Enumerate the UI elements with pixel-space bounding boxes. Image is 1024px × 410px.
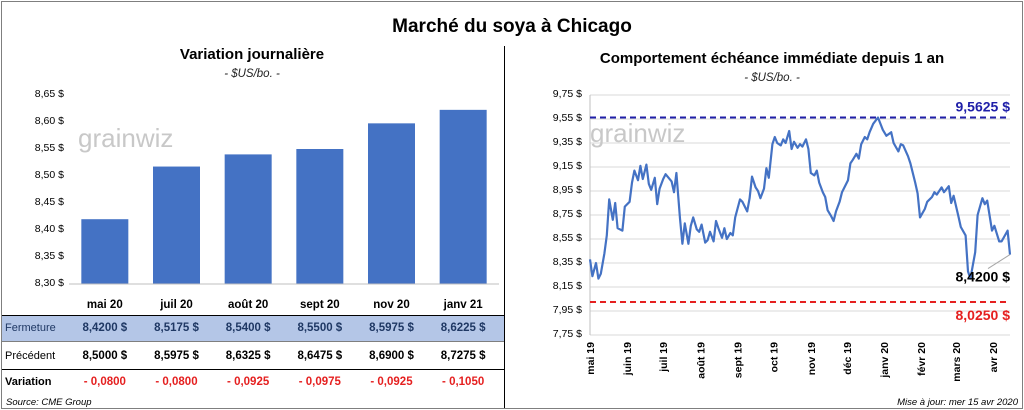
bar-5: [439, 109, 487, 284]
left-bar-chart: grainwiz: [69, 109, 499, 285]
cell-precedent: 8,6900 $: [369, 350, 414, 362]
cell-variation: - 0,1050: [442, 376, 485, 388]
main-title: Marché du soya à Chicago: [392, 16, 632, 37]
cell-precedent: 8,6475 $: [297, 350, 343, 362]
table-separator-top: [2, 315, 504, 316]
cell-precedent: 8,6325 $: [225, 350, 271, 362]
cell-fermeture: 8,6225 $: [440, 322, 486, 334]
right-y-tick-label: 8,55 $: [552, 232, 582, 244]
right-x-tick-label: août 19: [695, 342, 707, 379]
right-x-tick-label: juin 19: [622, 342, 634, 376]
right-y-tick-label: 9,35 $: [552, 136, 582, 148]
right-y-tick-label: 9,55 $: [552, 112, 582, 124]
row-label-fermeture: Fermeture: [5, 322, 56, 334]
category-label: sept 20: [300, 299, 340, 311]
right-y-tick-label: 8,95 $: [552, 184, 582, 196]
left-y-tick-label: 8,60 $: [34, 115, 64, 127]
bar-1: [153, 166, 200, 284]
update-note: Mise à jour: mer 15 avr 2020: [897, 397, 1018, 408]
category-label: mai 20: [86, 299, 123, 311]
row-label-precedent: Précédent: [5, 350, 56, 362]
cell-precedent: 8,5000 $: [82, 350, 128, 362]
right-x-tick-label: févr 20: [916, 342, 928, 376]
panel-divider: [504, 46, 505, 408]
row-label-variation: Variation: [5, 376, 52, 388]
cell-fermeture: 8,5175 $: [154, 322, 199, 334]
right-watermark-logo: grainwiz: [590, 118, 685, 148]
cell-variation: - 0,0925: [227, 376, 270, 388]
right-panel-subtitle: - $US/bo. -: [744, 72, 800, 84]
left-y-tick-label: 8,65 $: [34, 88, 64, 100]
cell-precedent: 8,7275 $: [440, 350, 486, 362]
bar-2: [224, 154, 272, 284]
cell-variation: - 0,0925: [370, 376, 413, 388]
high-value-label: 9,5625 $: [956, 99, 1011, 115]
left-y-tick-label: 8,30 $: [34, 277, 64, 289]
right-x-tick-label: déc 19: [842, 342, 854, 375]
right-y-tick-label: 9,75 $: [552, 88, 582, 100]
bar-4: [368, 123, 415, 284]
left-y-tick-label: 8,45 $: [34, 196, 64, 208]
low-value-label: 8,0250 $: [956, 307, 1011, 323]
cell-variation: - 0,0800: [155, 376, 198, 388]
bar-3: [296, 149, 344, 284]
right-x-tick-label: oct 19: [769, 342, 781, 373]
cell-precedent: 8,5975 $: [154, 350, 199, 362]
right-y-tick-label: 8,35 $: [552, 256, 582, 268]
right-y-tick-label: 8,15 $: [552, 280, 582, 292]
right-x-tick-label: juil 19: [658, 342, 670, 373]
right-x-tick-label: avr 20: [988, 342, 1000, 373]
last-value-leader: [987, 254, 1011, 270]
right-y-tick-label: 8,75 $: [552, 208, 582, 220]
left-watermark-logo: grainwiz: [78, 123, 173, 153]
right-x-tick-label: nov 19: [806, 342, 818, 375]
table-separator-mid: [2, 369, 504, 370]
category-label: juil 20: [160, 299, 193, 311]
cell-variation: - 0,0800: [83, 376, 126, 388]
right-panel-title: Comportement échéance immédiate depuis 1…: [599, 50, 945, 67]
cell-fermeture: 8,5500 $: [297, 322, 343, 334]
cell-fermeture: 8,5975 $: [369, 322, 414, 334]
category-label: janv 21: [443, 299, 483, 311]
cell-variation: - 0,0975: [298, 376, 341, 388]
right-x-tick-label: mai 19: [585, 342, 597, 375]
right-y-tick-label: 7,95 $: [552, 304, 582, 316]
bar-0: [81, 219, 129, 284]
last-value-label: 8,4200 $: [956, 269, 1011, 285]
left-panel-subtitle: - $US/bo. -: [224, 68, 280, 80]
right-x-tick-label: janv 20: [879, 342, 891, 379]
left-y-tick-label: 8,50 $: [34, 169, 64, 181]
left-y-tick-label: 8,40 $: [34, 223, 64, 235]
category-label: nov 20: [373, 299, 410, 311]
category-label: août 20: [228, 299, 269, 311]
right-y-tick-label: 9,15 $: [552, 160, 582, 172]
left-panel-title: Variation journalière: [179, 46, 325, 63]
table-row-fermeture: [2, 316, 504, 342]
left-y-tick-label: 8,55 $: [34, 142, 64, 154]
right-y-tick-label: 7,75 $: [552, 328, 582, 340]
left-y-tick-label: 8,35 $: [34, 250, 64, 262]
cell-fermeture: 8,4200 $: [82, 322, 128, 334]
price-series-line: [588, 116, 1012, 280]
right-x-tick-label: sept 19: [733, 342, 745, 378]
cell-fermeture: 8,5400 $: [225, 322, 271, 334]
source-note: Source: CME Group: [6, 397, 92, 408]
right-x-tick-label: mars 20: [951, 342, 963, 382]
